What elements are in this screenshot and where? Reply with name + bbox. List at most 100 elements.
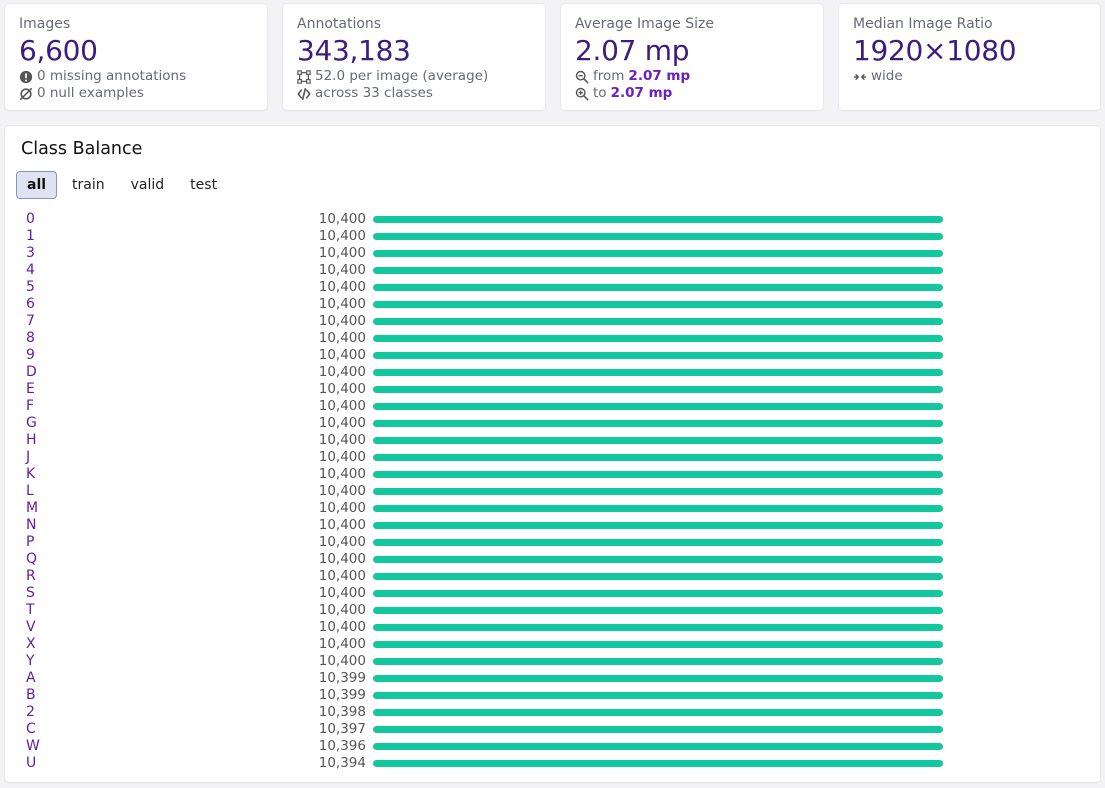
median-ratio-label: Median Image Ratio bbox=[853, 16, 993, 32]
class-label[interactable]: C bbox=[26, 721, 36, 737]
class-label[interactable]: F bbox=[26, 398, 35, 414]
class-label[interactable]: B bbox=[26, 687, 36, 703]
tab-valid[interactable]: valid bbox=[130, 177, 165, 193]
class-label[interactable]: 7 bbox=[26, 313, 35, 329]
tab-all[interactable]: all bbox=[16, 171, 58, 199]
class-row: Y 10,400 bbox=[5, 653, 1100, 670]
class-bar-track bbox=[373, 369, 943, 376]
class-row: L 10,400 bbox=[5, 483, 1100, 500]
images-label: Images bbox=[19, 16, 71, 32]
classes-text: across 33 classes bbox=[315, 85, 433, 101]
class-count: 10,400 bbox=[318, 279, 366, 295]
class-label[interactable]: 4 bbox=[26, 262, 35, 278]
class-label[interactable]: U bbox=[26, 755, 37, 771]
class-row: X 10,400 bbox=[5, 636, 1100, 653]
class-count: 10,394 bbox=[318, 755, 366, 771]
class-label[interactable]: N bbox=[26, 517, 37, 533]
images-stat-card: Images 6,600 0 missing annotations 0 nul… bbox=[5, 4, 267, 110]
class-bar bbox=[373, 454, 943, 461]
class-label[interactable]: G bbox=[26, 415, 37, 431]
class-label[interactable]: T bbox=[26, 602, 35, 618]
zoom-in-icon bbox=[575, 87, 589, 101]
class-bar bbox=[373, 318, 943, 325]
tab-train[interactable]: train bbox=[72, 177, 105, 193]
class-count: 10,399 bbox=[318, 687, 366, 703]
class-row: U 10,394 bbox=[5, 755, 1100, 772]
null-set-icon bbox=[19, 87, 33, 101]
tab-test[interactable]: test bbox=[190, 177, 218, 193]
class-bar-track bbox=[373, 488, 943, 495]
bounding-box-icon bbox=[297, 69, 311, 84]
class-label[interactable]: 3 bbox=[26, 245, 35, 261]
class-count: 10,400 bbox=[318, 313, 366, 329]
class-count: 10,400 bbox=[318, 330, 366, 346]
class-row: 4 10,400 bbox=[5, 262, 1100, 279]
class-row: 9 10,400 bbox=[5, 347, 1100, 364]
class-bar bbox=[373, 369, 943, 376]
class-label[interactable]: S bbox=[26, 585, 35, 601]
class-bar-track bbox=[373, 267, 943, 274]
class-count: 10,400 bbox=[318, 585, 366, 601]
class-bar-track bbox=[373, 743, 943, 750]
class-label[interactable]: 9 bbox=[26, 347, 35, 363]
class-label[interactable]: Y bbox=[26, 653, 35, 669]
class-bar bbox=[373, 301, 943, 308]
class-bar-track bbox=[373, 556, 943, 563]
class-bar-track bbox=[373, 216, 943, 223]
class-label[interactable]: J bbox=[26, 449, 31, 465]
class-bar bbox=[373, 522, 943, 529]
class-label[interactable]: 6 bbox=[26, 296, 35, 312]
class-bar-track bbox=[373, 505, 943, 512]
class-bar bbox=[373, 250, 943, 257]
class-row: A 10,399 bbox=[5, 670, 1100, 687]
class-row: P 10,400 bbox=[5, 534, 1100, 551]
class-row: 3 10,400 bbox=[5, 245, 1100, 262]
class-label[interactable]: 8 bbox=[26, 330, 35, 346]
class-label[interactable]: H bbox=[26, 432, 37, 448]
class-row: B 10,399 bbox=[5, 687, 1100, 704]
class-bar bbox=[373, 743, 943, 750]
class-bar bbox=[373, 267, 943, 274]
class-label[interactable]: K bbox=[26, 466, 36, 482]
class-count: 10,400 bbox=[318, 602, 366, 618]
class-label[interactable]: M bbox=[26, 500, 39, 516]
class-count: 10,400 bbox=[318, 398, 366, 414]
class-label[interactable]: R bbox=[26, 568, 36, 584]
size-to-label: to bbox=[593, 85, 607, 101]
class-label[interactable]: P bbox=[26, 534, 35, 550]
class-label[interactable]: L bbox=[26, 483, 34, 499]
class-count: 10,400 bbox=[318, 364, 366, 380]
class-row: E 10,400 bbox=[5, 381, 1100, 398]
class-label[interactable]: A bbox=[26, 670, 36, 686]
class-bar bbox=[373, 692, 943, 699]
class-count: 10,400 bbox=[318, 228, 366, 244]
class-label[interactable]: D bbox=[26, 364, 37, 380]
class-label[interactable]: 2 bbox=[26, 704, 35, 720]
class-count: 10,399 bbox=[318, 670, 366, 686]
class-label[interactable]: 5 bbox=[26, 279, 35, 295]
class-bar-track bbox=[373, 352, 943, 359]
class-label[interactable]: Q bbox=[26, 551, 38, 567]
class-row: 0 10,400 bbox=[5, 211, 1100, 228]
median-ratio-value: 1920×1080 bbox=[853, 34, 1017, 67]
class-row: S 10,400 bbox=[5, 585, 1100, 602]
class-row: G 10,400 bbox=[5, 415, 1100, 432]
class-label[interactable]: X bbox=[26, 636, 36, 652]
null-examples-text: 0 null examples bbox=[37, 85, 144, 101]
size-to-row: to 2.07 mp bbox=[575, 85, 809, 102]
class-label[interactable]: V bbox=[26, 619, 36, 635]
class-label[interactable]: E bbox=[26, 381, 35, 397]
class-bar-track bbox=[373, 318, 943, 325]
class-bar bbox=[373, 726, 943, 733]
class-count: 10,400 bbox=[318, 466, 366, 482]
class-count: 10,400 bbox=[318, 551, 366, 567]
class-bar bbox=[373, 641, 943, 648]
class-bar bbox=[373, 658, 943, 665]
class-label[interactable]: 1 bbox=[26, 228, 35, 244]
class-row: W 10,396 bbox=[5, 738, 1100, 755]
class-bar bbox=[373, 352, 943, 359]
class-label[interactable]: W bbox=[26, 738, 40, 754]
per-image-text: 52.0 per image (average) bbox=[315, 68, 489, 84]
class-bar bbox=[373, 403, 943, 410]
class-label[interactable]: 0 bbox=[26, 211, 35, 227]
